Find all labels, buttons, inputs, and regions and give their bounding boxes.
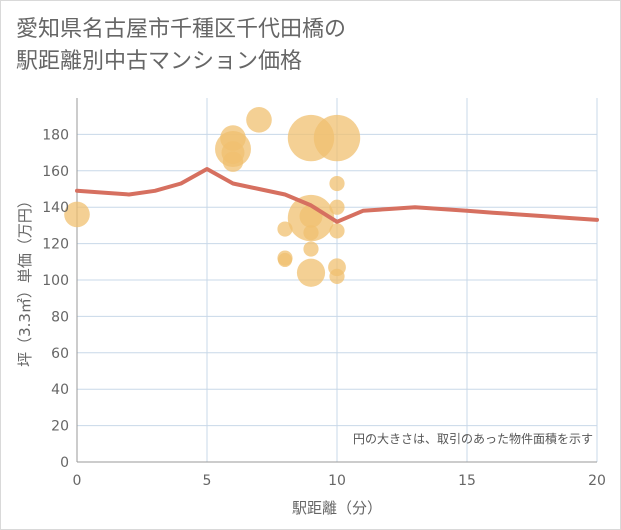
x-axis-label: 駅距離（分） bbox=[292, 499, 382, 517]
bubbles-group bbox=[64, 107, 361, 287]
bubble-point bbox=[329, 175, 345, 192]
y-tick-label: 160 bbox=[42, 164, 69, 180]
chart-title: 愛知県名古屋市千種区千代田橋の 駅距離別中古マンション価格 bbox=[16, 14, 436, 78]
y-tick-label: 120 bbox=[42, 237, 69, 253]
bubble-point bbox=[329, 223, 345, 239]
trend-line bbox=[75, 167, 599, 224]
title-line-1: 愛知県名古屋市千種区千代田橋の bbox=[16, 17, 347, 42]
bubble-point bbox=[296, 258, 326, 287]
y-tick-label: 40 bbox=[51, 382, 69, 398]
bubble-point bbox=[303, 241, 319, 257]
x-tick-label: 15 bbox=[458, 473, 476, 489]
bubble-point bbox=[246, 107, 272, 133]
bubble-point bbox=[64, 201, 90, 228]
bubble-point bbox=[313, 114, 361, 162]
x-tick-label: 20 bbox=[588, 473, 606, 489]
y-tick-label: 60 bbox=[51, 346, 69, 362]
bubble-point bbox=[277, 252, 293, 268]
x-tick-label: 10 bbox=[328, 473, 346, 489]
x-tick-label: 5 bbox=[203, 473, 212, 489]
size-note: 円の大きさは、取引のあった物件面積を示す bbox=[353, 431, 593, 446]
x-tick-label: 0 bbox=[73, 473, 82, 489]
y-tick-label: 20 bbox=[51, 419, 69, 435]
y-tick-label: 180 bbox=[42, 127, 69, 143]
y-tick-label: 0 bbox=[60, 455, 69, 471]
y-tick-label: 100 bbox=[42, 273, 69, 289]
bubble-point bbox=[222, 151, 244, 172]
bubble-point bbox=[303, 225, 319, 241]
title-line-2: 駅距離別中古マンション価格 bbox=[16, 49, 303, 74]
bubble-point bbox=[329, 199, 345, 215]
y-tick-label: 140 bbox=[42, 200, 69, 216]
bubble-point bbox=[277, 221, 293, 237]
bubble-point bbox=[329, 268, 345, 284]
y-axis-label: 坪（3.3㎡）単価（万円） bbox=[16, 193, 34, 367]
y-tick-label: 80 bbox=[51, 309, 69, 325]
